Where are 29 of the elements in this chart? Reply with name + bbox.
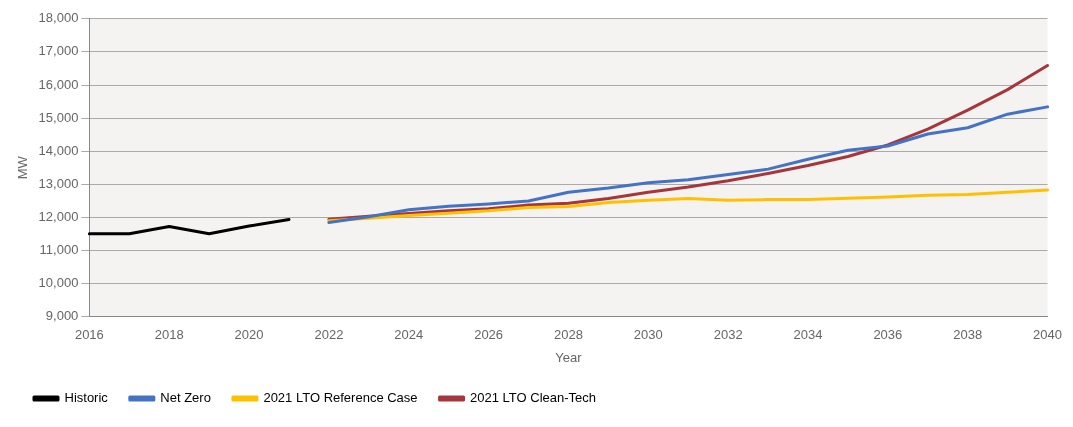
y-tick-label: 14,000 xyxy=(38,142,79,158)
x-tick-label: 2034 xyxy=(793,327,823,343)
x-tick-label: 2032 xyxy=(713,327,743,343)
legend-label: Historic xyxy=(64,390,109,406)
y-tick-label: 12,000 xyxy=(38,209,79,225)
x-axis-title: Year xyxy=(555,349,583,365)
y-tick-label: 13,000 xyxy=(38,175,79,191)
x-tick-label: 2020 xyxy=(234,327,264,343)
legend-label: Net Zero xyxy=(160,390,211,406)
y-tick-label: 11,000 xyxy=(39,242,79,258)
x-tick-label: 2016 xyxy=(74,327,104,343)
x-tick-label: 2040 xyxy=(1033,327,1062,343)
legend-label: 2021 LTO Clean-Tech xyxy=(470,390,597,406)
x-tick-label: 2018 xyxy=(154,327,184,343)
y-tick-label: 16,000 xyxy=(38,76,79,92)
x-tick-label: 2026 xyxy=(474,327,504,343)
x-tick-label: 2024 xyxy=(394,327,424,343)
legend-label: 2021 LTO Reference Case xyxy=(263,390,418,406)
y-tick-label: 18,000 xyxy=(38,10,79,26)
y-tick-label: 17,000 xyxy=(38,43,79,59)
y-axis-title: MW xyxy=(15,155,31,180)
y-tick-label: 15,000 xyxy=(38,109,79,125)
x-tick-label: 2028 xyxy=(553,327,583,343)
y-tick-label: 10,000 xyxy=(38,275,79,291)
x-tick-label: 2022 xyxy=(314,327,344,343)
x-tick-label: 2038 xyxy=(953,327,983,343)
y-tick-label: 9,000 xyxy=(45,308,79,324)
x-tick-label: 2030 xyxy=(633,327,663,343)
x-tick-label: 2036 xyxy=(873,327,903,343)
